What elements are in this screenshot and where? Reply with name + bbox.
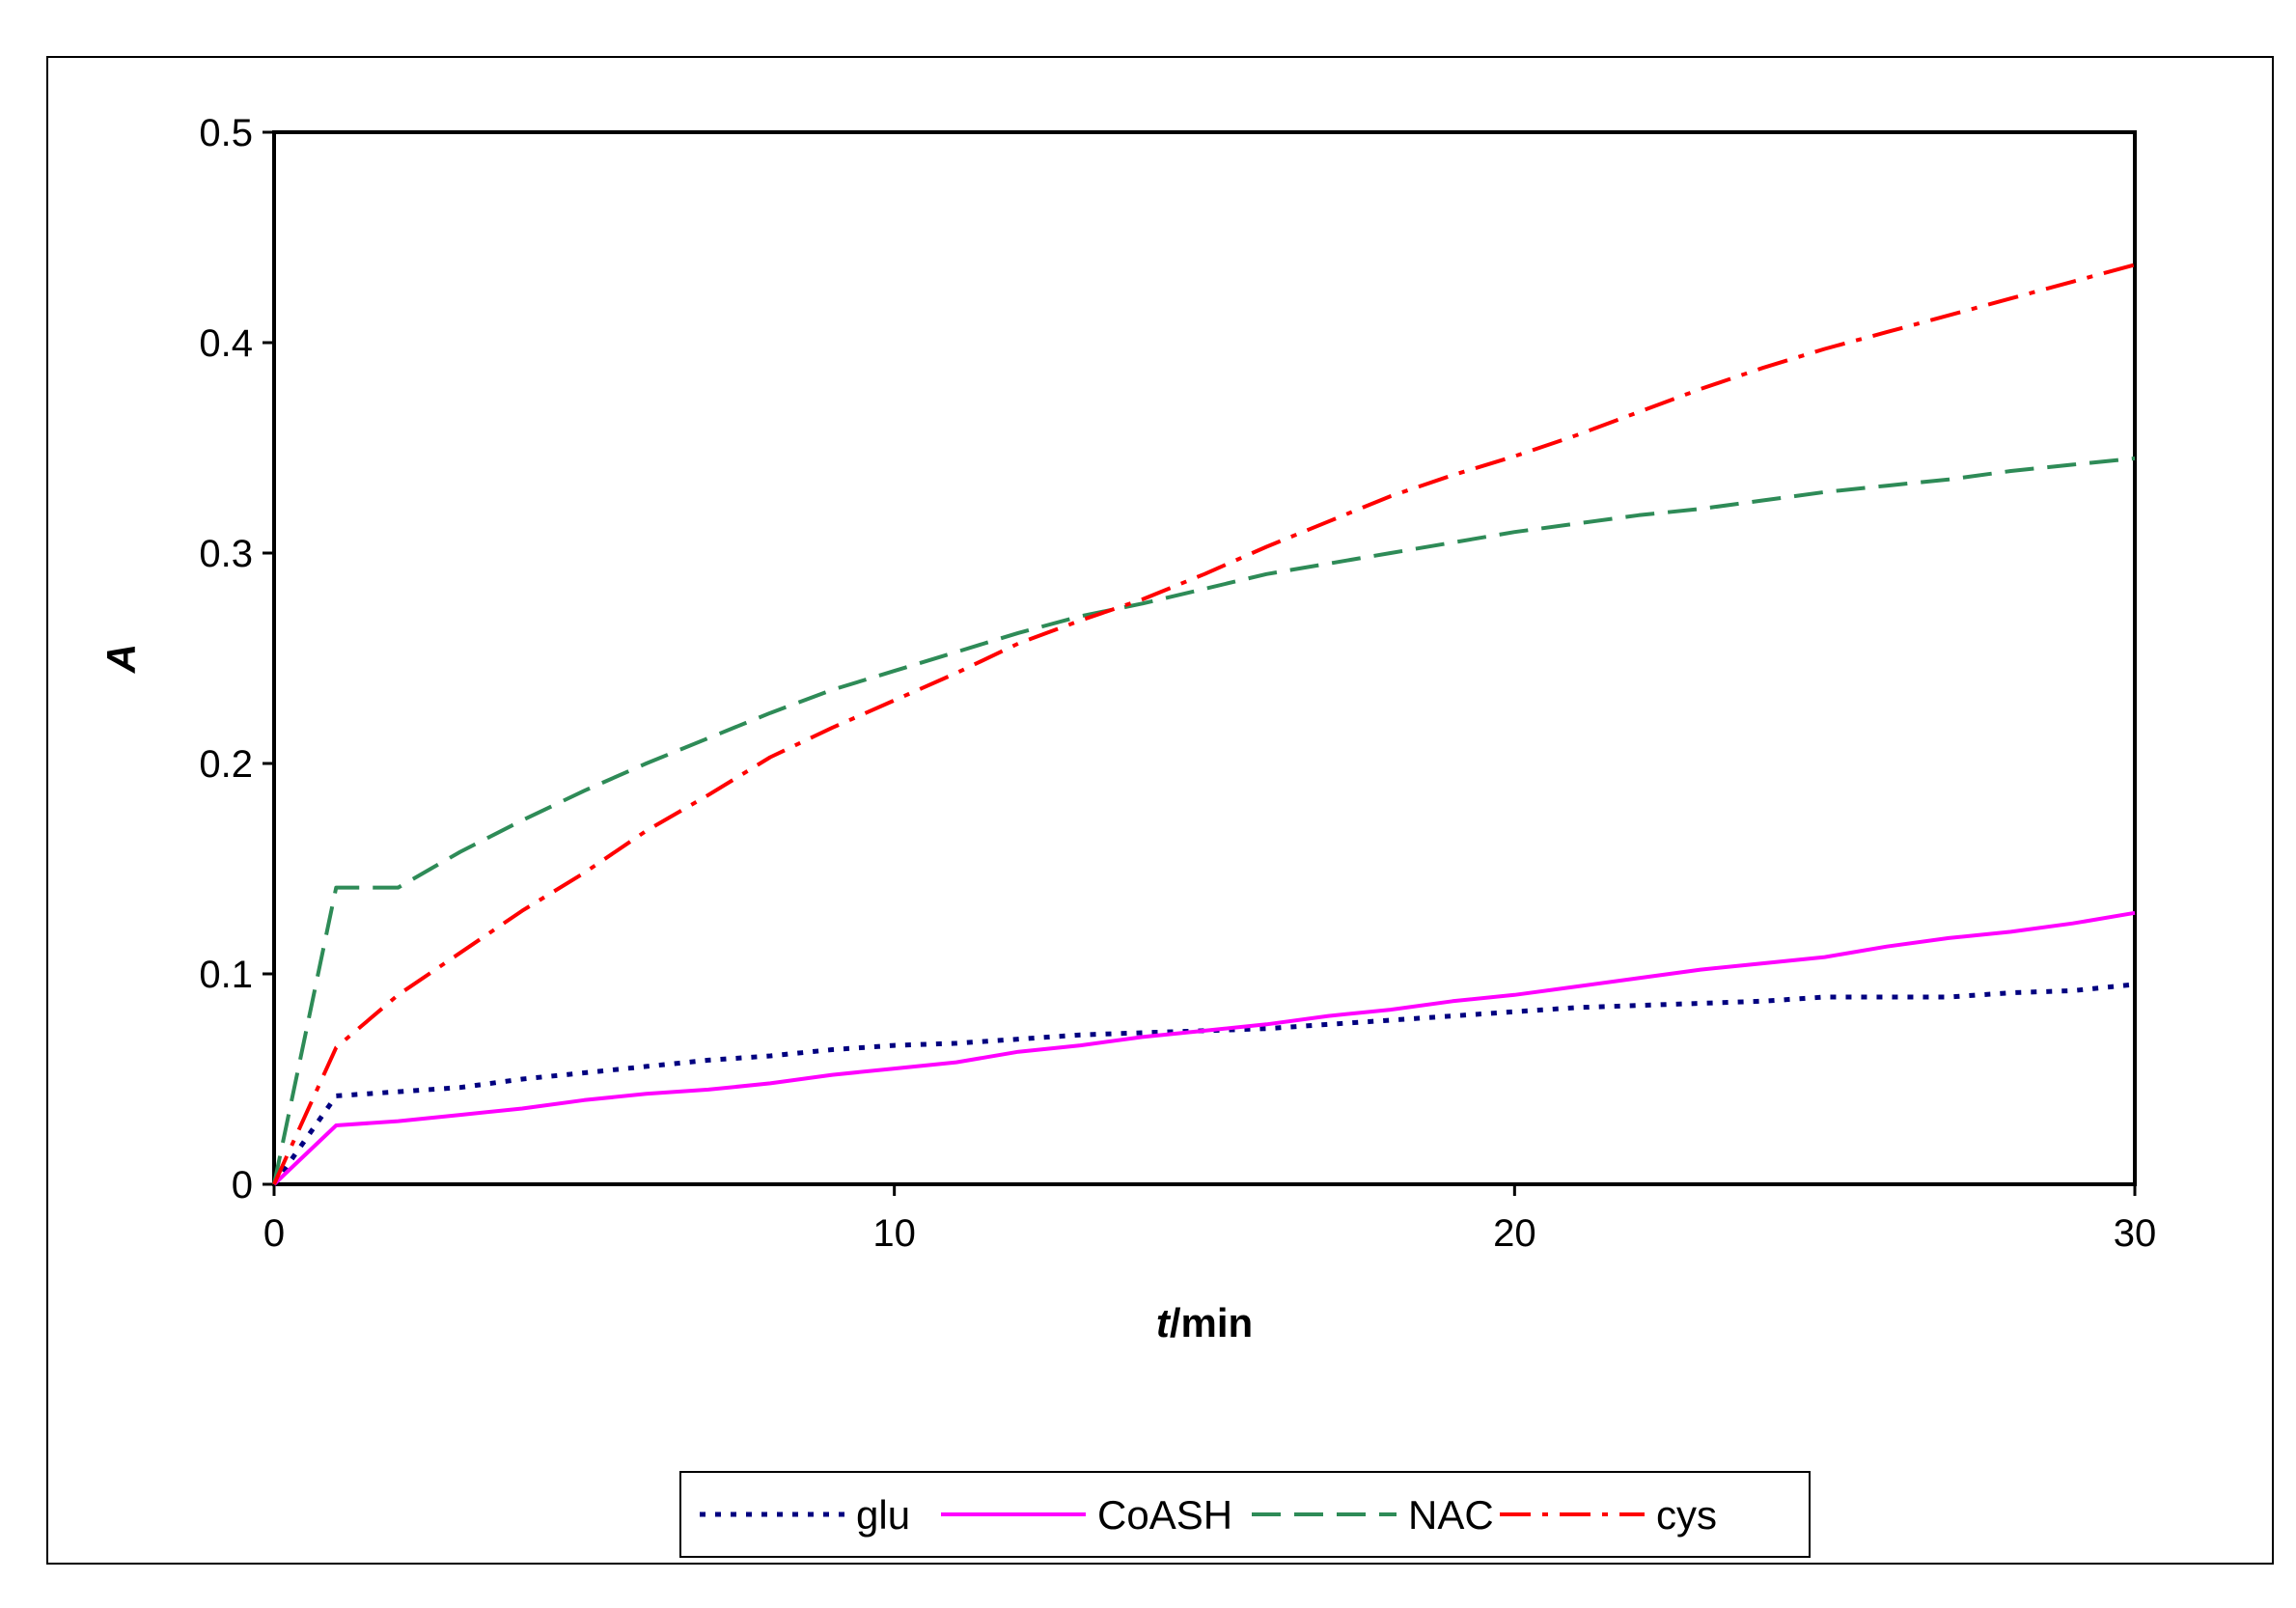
- y-axis-title: A: [98, 644, 144, 674]
- legend-label-nac: NAC: [1408, 1492, 1494, 1538]
- x-tick-label: 0: [263, 1212, 285, 1255]
- x-axis-title-unit: /min: [1170, 1300, 1253, 1345]
- x-tick-label: 30: [2114, 1212, 2157, 1255]
- series-line-coash: [272, 910, 2136, 1186]
- legend: glu CoASH NAC cys: [679, 1471, 1811, 1558]
- legend-label-coash: CoASH: [1097, 1492, 1232, 1538]
- series-line-nac: [272, 456, 2136, 1185]
- series-line-cys: [272, 263, 2136, 1185]
- y-tick-label: 0: [232, 1164, 253, 1206]
- ticks-layer: 0 0.1 0.2 0.3 0.4 0.5 0 10 20 30: [199, 112, 2156, 1255]
- y-tick-label: 0.1: [199, 954, 253, 996]
- plot-area: [272, 130, 2137, 1186]
- chart-frame: 0 0.1 0.2 0.3 0.4 0.5 0 10 20 30 A t/min glu CoASH…: [46, 56, 2274, 1565]
- legend-label-glu: glu: [856, 1492, 910, 1538]
- y-tick-label: 0.2: [199, 743, 253, 786]
- x-tick-label: 10: [872, 1212, 916, 1255]
- series-line-glu: [271, 982, 2136, 1186]
- y-tick-label: 0.5: [199, 112, 253, 154]
- legend-item-cys: cys: [1500, 1492, 1717, 1538]
- y-tick-label: 0.3: [199, 533, 253, 575]
- legend-item-glu: glu: [700, 1492, 910, 1538]
- series-layer: [271, 263, 2136, 1186]
- y-tick-label: 0.4: [199, 322, 253, 365]
- x-axis-title: t/min: [1156, 1300, 1253, 1345]
- legend-label-cys: cys: [1656, 1492, 1717, 1538]
- x-axis-title-italic: t: [1156, 1300, 1172, 1345]
- legend-item-nac: NAC: [1252, 1492, 1494, 1538]
- legend-item-coash: CoASH: [941, 1492, 1232, 1538]
- legend-items: glu CoASH NAC cys: [700, 1492, 1717, 1538]
- chart-svg: 0 0.1 0.2 0.3 0.4 0.5 0 10 20 30 A t/min glu CoASH…: [98, 112, 2156, 1558]
- x-tick-label: 20: [1493, 1212, 1536, 1255]
